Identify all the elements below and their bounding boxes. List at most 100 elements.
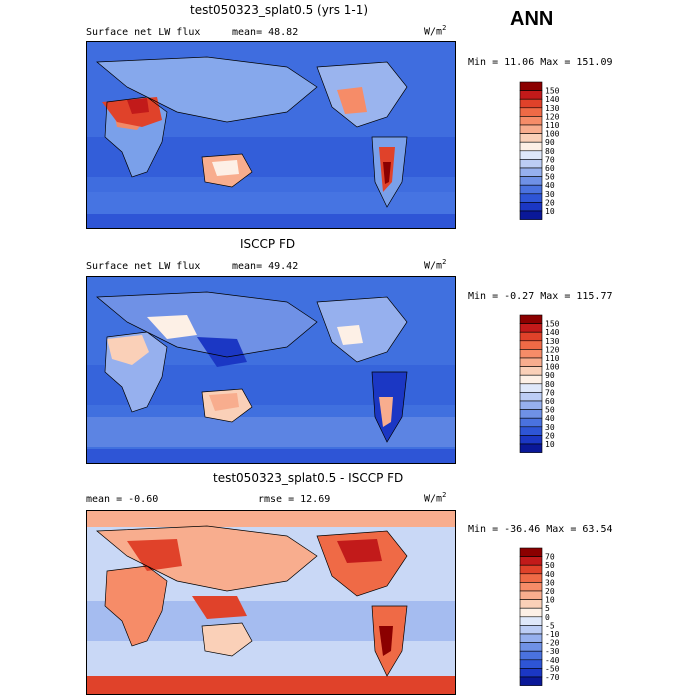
colorbar-swatch [519,564,543,575]
colorbar-tick-label: 50 [545,173,555,182]
colorbar-tick-label: 100 [545,363,560,372]
colorbar-swatch [519,210,543,220]
colorbar-tick-label: 20 [545,431,555,440]
colorbar-swatch [519,616,543,626]
panel1-mean: mean= 48.82 [232,27,299,38]
colorbar-tick-label: 60 [545,397,555,406]
colorbar-tick-label: 5 [545,604,550,613]
panel3-unit: W/m2 [424,491,447,505]
colorbar-tick-label: 90 [545,371,555,380]
colorbar-tick-label: -5 [545,621,555,630]
colorbar-swatch [519,150,543,160]
colorbar-swatch [519,573,543,583]
colorbar-swatch [519,107,543,117]
colorbar-swatch [519,323,543,333]
colorbar-tick-label: 110 [545,354,560,363]
colorbar-swatch [519,659,543,669]
panel3-map-field [87,511,455,694]
colorbar-tick-label: 70 [545,155,555,164]
colorbar-tick-label: 40 [545,414,555,423]
panel1-map [86,41,456,229]
colorbar-tick-label: 70 [545,388,555,397]
panel3-colorbar: 70 50 40 30 20 10 5 0 -5 -10 -20 -30 -40 -50 -70 [518,546,578,691]
colorbar-swatch [519,202,543,212]
colorbar-tick-label: -30 [545,647,560,656]
colorbar-tick-label: -40 [545,656,560,665]
colorbar-tick-label: -10 [545,630,560,639]
colorbar-swatch [519,193,543,203]
colorbar-tick-label: 30 [545,423,555,432]
panel3-rmse: rmse = 12.69 [258,494,331,505]
panel3-minmax: Min = -36.46 Max = 63.54 [468,524,613,535]
colorbar-swatch [519,314,543,324]
colorbar-swatch [519,400,543,410]
colorbar-swatch [519,590,543,600]
panel1-map-field [87,42,455,228]
colorbar-swatch [519,676,543,686]
colorbar-swatch [519,366,543,376]
colorbar-tick-label: 150 [545,87,560,96]
colorbar-swatch [519,556,543,566]
colorbar-tick-label: 100 [545,130,560,139]
colorbar-tick-label: 80 [545,380,555,389]
panel3-map [86,510,456,695]
panel2-unit: W/m2 [424,258,447,272]
colorbar-swatch [519,374,543,385]
panel1-minmax: Min = 11.06 Max = 151.09 [468,57,613,68]
colorbar-tick-label: 0 [545,613,550,622]
colorbar-swatch [519,124,543,134]
colorbar-swatch [519,607,543,618]
panel3-mean: mean = -0.60 [86,494,159,505]
colorbar-swatch [519,167,543,177]
colorbar-swatch [519,417,543,428]
colorbar-tick-label: 140 [545,328,560,337]
colorbar-tick-label: 110 [545,121,560,130]
colorbar-tick-label: 80 [545,147,555,156]
colorbar-swatch [519,599,543,609]
panel1-variable: Surface net LW flux [86,27,201,38]
colorbar-swatch [519,582,543,592]
colorbar-swatch [519,357,543,367]
colorbar-tick-label: 40 [545,570,555,579]
colorbar-swatch [519,443,543,453]
colorbar-tick-label: 60 [545,164,555,173]
panel2-title: ISCCP FD [240,237,296,251]
colorbar-tick-label: 120 [545,345,560,354]
season-label: ANN [510,8,554,30]
panel2-map [86,276,456,464]
colorbar-tick-label: 30 [545,578,555,587]
colorbar-tick-label: -20 [545,639,560,648]
colorbar-tick-label: 10 [545,596,555,605]
colorbar-tick-label: 50 [545,406,555,415]
panel1-title: test050323_splat0.5 (yrs 1-1) [190,3,369,17]
colorbar-swatch [519,141,543,152]
colorbar-swatch [519,176,543,186]
colorbar-tick-label: 20 [545,198,555,207]
colorbar-swatch [519,625,543,635]
colorbar-tick-label: 140 [545,95,560,104]
panel1-colorbar: 150 140 130 120 110 100 90 80 70 60 50 40 30 20 10 [518,80,578,225]
colorbar-swatch [519,668,543,678]
colorbar-swatch [519,81,543,91]
panel2-map-field [87,277,455,463]
colorbar-tick-label: 130 [545,337,560,346]
colorbar-swatch [519,547,543,557]
colorbar-swatch [519,650,543,661]
panel2-variable: Surface net LW flux [86,261,201,272]
colorbar-swatch [519,98,543,109]
colorbar-tick-label: 10 [545,440,555,449]
colorbar-tick-label: -70 [545,673,560,682]
panel2-colorbar: 150 140 130 120 110 100 90 80 70 60 50 40 30 20 10 [518,313,578,458]
colorbar-tick-label: 20 [545,587,555,596]
panel2-minmax: Min = -0.27 Max = 115.77 [468,291,613,302]
panel1-unit: W/m2 [424,24,447,38]
colorbar-swatch [519,133,543,143]
colorbar-tick-label: 120 [545,112,560,121]
colorbar-swatch [519,633,543,643]
colorbar-swatch [519,383,543,393]
colorbar-swatch [519,116,543,126]
colorbar-swatch [519,159,543,169]
